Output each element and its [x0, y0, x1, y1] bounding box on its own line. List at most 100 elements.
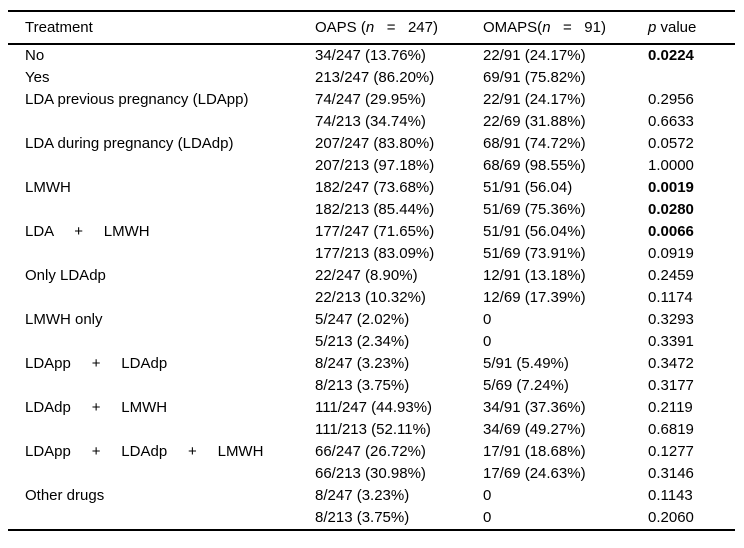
p-value-cell: 0.1174	[648, 289, 693, 306]
p-value-cell: 0.1277	[648, 443, 694, 460]
col-header-omaps: OMAPS(n = 91)	[483, 11, 648, 45]
oaps-cell: 207/213 (97.18%)	[315, 157, 435, 174]
treatment-cell	[8, 155, 315, 177]
treatment-cell	[8, 375, 315, 397]
p-value-cell: 0.2956	[648, 91, 694, 108]
omaps-cell: 68/91 (74.72%)	[483, 135, 586, 152]
treatment-cell: Yes	[25, 69, 50, 86]
treatment-cell	[8, 287, 315, 309]
oaps-cell: 5/247 (2.02%)	[315, 311, 410, 328]
omaps-cell: 5/69 (7.24%)	[483, 377, 569, 394]
omaps-cell: 12/91 (13.18%)	[483, 267, 586, 284]
p-value-cell	[648, 67, 735, 89]
p-value-cell: 0.6633	[648, 113, 694, 130]
treatment-cell	[8, 199, 315, 221]
table-row: LDA during pregnancy (LDAdp) 207/247 (83.…	[8, 133, 735, 155]
omaps-cell: 12/69 (17.39%)	[483, 289, 586, 306]
omaps-cell: 51/91 (56.04%)	[483, 223, 586, 240]
omaps-cell: 34/69 (49.27%)	[483, 421, 586, 438]
p-value-cell: 0.3177	[648, 377, 694, 394]
oaps-header-prefix: OAPS (	[315, 19, 366, 36]
table-row: 8/213 (3.75%) 5/69 (7.24%) 0.3177	[8, 375, 735, 397]
omaps-cell: 0	[483, 333, 492, 350]
omaps-cell: 51/69 (75.36%)	[483, 201, 586, 218]
p-value-cell: 0.0224	[648, 47, 694, 64]
omaps-cell: 0	[483, 487, 492, 504]
table-row: LDApp + LDAdp + LMWH 66/247 (26.72%) 17/91…	[8, 441, 735, 463]
oaps-cell: 22/247 (8.90%)	[315, 267, 418, 284]
treatment-cell: LMWH	[25, 179, 71, 196]
omaps-header-prefix: OMAPS(	[483, 19, 543, 36]
omaps-header-n-italic: n	[542, 19, 551, 36]
treatment-cell: LDA + LMWH	[25, 223, 150, 240]
treatment-cell: Only LDAdp	[25, 267, 106, 284]
p-value-cell: 0.3146	[648, 465, 694, 482]
table-row: Yes 213/247 (86.20%) 69/91 (75.82%)	[8, 67, 735, 89]
p-value-cell: 0.2060	[648, 509, 694, 526]
treatment-cell	[8, 463, 315, 485]
oaps-cell: 66/213 (30.98%)	[315, 465, 426, 482]
table-row: LDA + LMWH 177/247 (71.65%) 51/91 (56.04%)…	[8, 221, 735, 243]
omaps-cell: 17/69 (24.63%)	[483, 465, 586, 482]
oaps-cell: 66/247 (26.72%)	[315, 443, 426, 460]
p-value-cell: 1.0000	[648, 157, 694, 174]
treatment-cell	[8, 419, 315, 441]
treatment-cell: LDA during pregnancy (LDAdp)	[25, 135, 234, 152]
header-row: Treatment OAPS (n = 247) OMAPS(n = 91) p…	[8, 11, 735, 45]
col-header-oaps: OAPS (n = 247)	[315, 11, 483, 45]
p-value-cell: 0.3293	[648, 311, 694, 328]
p-value-cell: 0.2119	[648, 399, 693, 416]
col-header-treatment: Treatment	[8, 11, 315, 45]
oaps-cell: 207/247 (83.80%)	[315, 135, 435, 152]
p-value-cell: 0.2459	[648, 267, 694, 284]
table-row: 8/213 (3.75%) 0 0.2060	[8, 507, 735, 530]
oaps-cell: 177/213 (83.09%)	[315, 245, 435, 262]
treatment-cell: LDApp + LDAdp	[25, 355, 168, 372]
omaps-cell: 51/69 (73.91%)	[483, 245, 586, 262]
omaps-cell: 34/91 (37.36%)	[483, 399, 586, 416]
oaps-header-n-italic: n	[365, 19, 375, 36]
table-row: Other drugs 8/247 (3.23%) 0 0.1143	[8, 485, 735, 507]
omaps-cell: 0	[483, 509, 492, 526]
oaps-cell: 34/247 (13.76%)	[315, 47, 426, 64]
treatment-comparison-table: Treatment OAPS (n = 247) OMAPS(n = 91) p…	[8, 10, 735, 531]
p-value-cell: 0.0019	[648, 179, 694, 196]
table-row: LDA previous pregnancy (LDApp) 74/247 (29…	[8, 89, 735, 111]
table-row: LMWH only 5/247 (2.02%) 0 0.3293	[8, 309, 735, 331]
p-header-italic: p	[648, 19, 657, 36]
table-row: 74/213 (34.74%) 22/69 (31.88%) 0.6633	[8, 111, 735, 133]
col-header-p-value: p value	[648, 11, 735, 45]
table-row: 66/213 (30.98%) 17/69 (24.63%) 0.3146	[8, 463, 735, 485]
table-row: 177/213 (83.09%) 51/69 (73.91%) 0.0919	[8, 243, 735, 265]
oaps-cell: 182/247 (73.68%)	[315, 179, 435, 196]
p-value-cell: 0.0572	[648, 135, 694, 152]
oaps-cell: 177/247 (71.65%)	[315, 223, 435, 240]
table-row: 5/213 (2.34%) 0 0.3391	[8, 331, 735, 353]
oaps-cell: 74/213 (34.74%)	[315, 113, 426, 130]
table-row: No 34/247 (13.76%) 22/91 (24.17%) 0.0224	[8, 44, 735, 67]
table-row: 182/213 (85.44%) 51/69 (75.36%) 0.0280	[8, 199, 735, 221]
table-row: 111/213 (52.11%) 34/69 (49.27%) 0.6819	[8, 419, 735, 441]
omaps-cell: 51/91 (56.04)	[483, 179, 573, 196]
oaps-cell: 8/213 (3.75%)	[315, 509, 410, 526]
oaps-cell: 213/247 (86.20%)	[315, 69, 435, 86]
treatment-cell	[8, 243, 315, 265]
p-value-cell: 0.0919	[648, 245, 694, 262]
treatment-cell: LDApp + LDAdp + LMWH	[25, 443, 264, 460]
p-header-suffix: value	[656, 19, 697, 36]
table-row: 207/213 (97.18%) 68/69 (98.55%) 1.0000	[8, 155, 735, 177]
table-row: LDAdp + LMWH 111/247 (44.93%) 34/91 (37.36…	[8, 397, 735, 419]
treatment-cell: LDAdp + LMWH	[25, 399, 168, 416]
treatment-cell	[8, 331, 315, 353]
p-value-cell: 0.1143	[648, 487, 693, 504]
omaps-cell: 22/69 (31.88%)	[483, 113, 586, 130]
oaps-cell: 74/247 (29.95%)	[315, 91, 426, 108]
p-value-cell: 0.3391	[648, 333, 694, 350]
omaps-cell: 69/91 (75.82%)	[483, 69, 586, 86]
omaps-cell: 22/91 (24.17%)	[483, 91, 586, 108]
p-value-cell: 0.6819	[648, 421, 694, 438]
table-row: LMWH 182/247 (73.68%) 51/91 (56.04) 0.0019	[8, 177, 735, 199]
treatment-cell: LDA previous pregnancy (LDApp)	[25, 91, 249, 108]
omaps-cell: 22/91 (24.17%)	[483, 47, 586, 64]
oaps-cell: 111/213 (52.11%)	[315, 421, 431, 438]
